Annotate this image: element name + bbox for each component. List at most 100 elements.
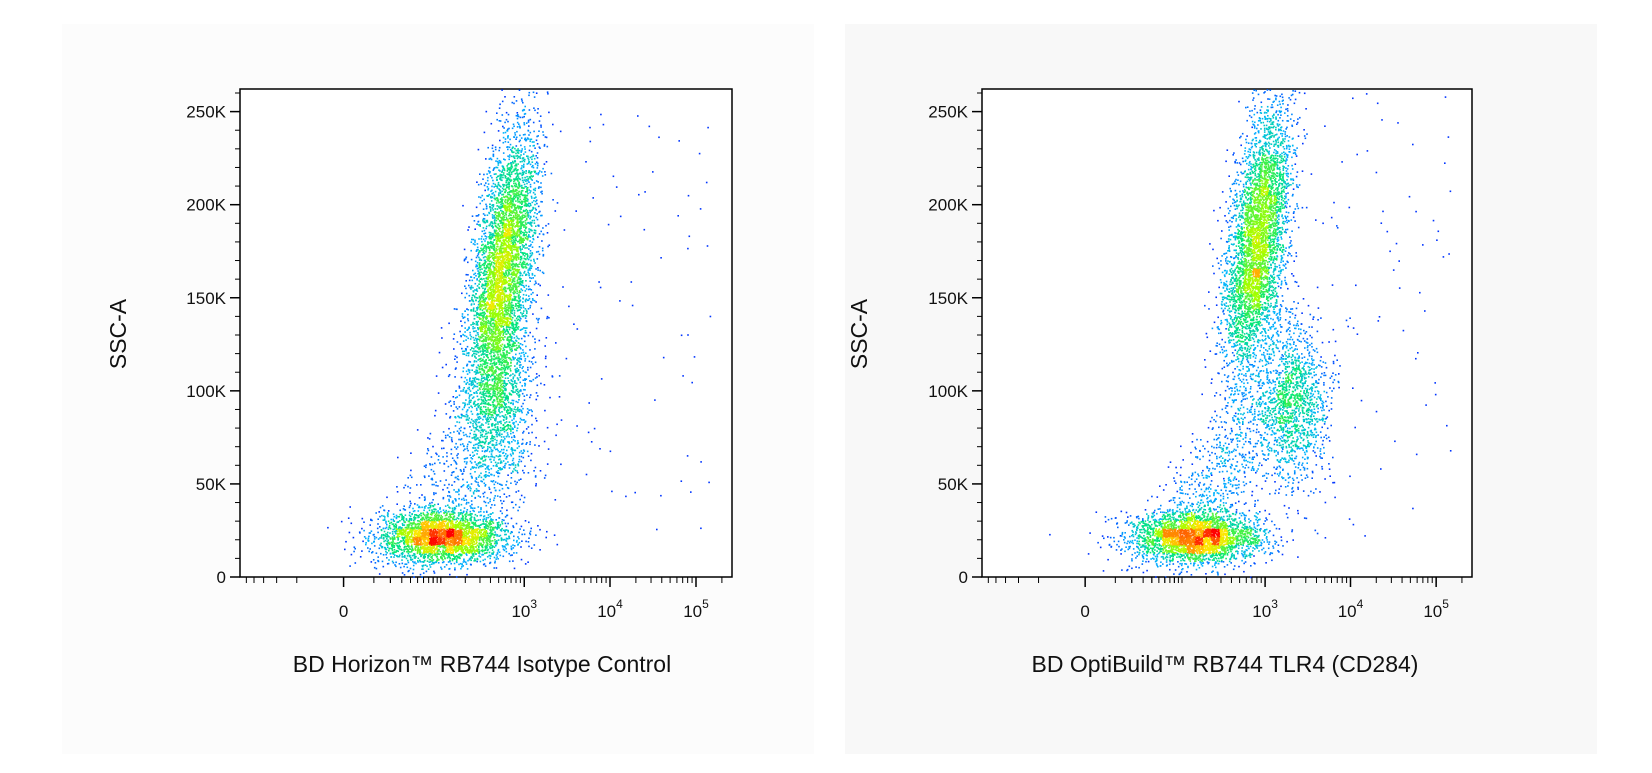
event-dot [442,522,445,524]
event-dot [423,544,426,547]
event-dot [405,539,408,541]
event-dot [450,544,452,546]
event-dot [449,573,451,576]
event-dot [459,542,461,544]
event-dot [481,529,483,531]
event-dot [410,524,413,527]
event-dot [480,542,482,545]
event-dot [490,532,493,535]
event-dot [418,516,420,518]
event-dot [449,550,452,553]
event-dot [514,326,517,329]
event-dot [451,548,454,551]
event-dot [486,264,488,267]
event-dot [417,522,419,525]
event-dot [449,560,451,563]
event-dot [482,256,485,259]
event-dot [508,207,511,210]
event-dot [480,297,482,300]
event-dot [451,524,454,527]
event-dot [482,492,484,495]
event-dot [504,305,506,307]
event-dot [447,510,450,513]
event-dot [515,382,518,385]
event-dot [426,560,429,562]
event-dot [533,258,535,261]
event-dot [408,546,410,548]
event-dot [467,524,470,526]
event-dot [502,176,504,179]
event-dot [540,307,543,310]
event-dot [424,538,426,540]
event-dot [506,542,509,545]
event-dot [466,547,469,549]
event-dot [432,546,434,548]
event-dot [436,557,439,560]
event-dot [412,560,414,563]
event-dot [485,552,488,554]
event-dot [512,265,514,267]
event-dot [514,182,517,185]
event-dot [378,573,381,575]
event-dot [503,255,506,257]
event-dot [501,198,503,201]
event-dot [482,518,484,521]
event-dot [455,542,458,544]
event-dot [490,252,492,254]
event-dot [362,540,364,543]
event-dot [386,544,389,546]
event-dot [524,335,526,338]
event-dot [421,561,423,563]
event-dot [495,369,497,371]
event-dot [412,539,415,541]
event-dot [512,307,515,309]
event-dot [454,557,456,559]
event-dot [490,284,493,287]
event-dot [445,542,447,545]
event-dot [472,310,475,312]
event-dot [520,288,522,290]
event-dot [426,515,428,517]
event-dot [438,537,441,540]
event-dot [436,543,438,546]
event-dot [439,551,442,553]
event-dot [441,541,444,544]
event-dot [427,522,429,524]
event-dot [416,541,419,543]
event-dot [435,514,438,517]
event-dot [481,480,483,483]
event-dot [421,565,424,568]
event-dot [521,160,523,163]
event-dot [532,237,534,240]
event-dot [473,330,476,333]
event-dot [401,516,403,519]
event-dot [516,172,518,174]
event-dot [407,520,410,523]
event-dot [443,542,446,545]
event-dot [476,530,478,532]
event-dot [429,526,431,529]
event-dot [443,538,446,540]
event-dot [517,357,519,360]
event-dot [485,523,487,525]
event-dot [426,516,428,519]
event-dot [345,540,347,543]
event-dot [470,532,473,535]
event-dot [521,289,524,292]
event-dot [516,367,518,370]
event-dot [444,546,447,549]
event-dot [523,529,525,531]
event-dot [444,525,447,528]
event-dot [485,236,488,238]
event-dot [515,262,517,265]
event-dot [441,557,443,560]
event-dot [525,203,528,205]
event-dot [494,297,496,299]
event-dot [347,517,350,519]
event-dot [449,532,451,535]
event-dot [452,500,454,502]
event-dot [531,179,533,181]
event-dot [428,509,431,512]
event-dot [524,133,526,136]
event-dot [536,218,539,221]
